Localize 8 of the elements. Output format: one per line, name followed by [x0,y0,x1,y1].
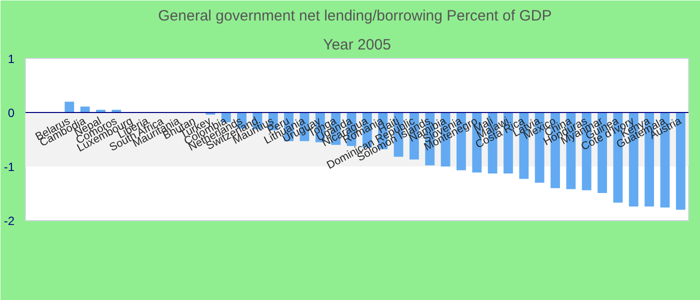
chart-subtitle: Year 2005 [323,36,391,54]
y-tick-label: -2 [4,214,15,228]
bar [80,106,90,112]
y-tick-label: 1 [8,52,15,66]
chart-title: General government net lending/borrowing Percent of GDP [158,8,552,24]
bar [64,102,74,112]
y-tick-label: -1 [4,160,15,174]
y-tick-label: 0 [8,106,15,120]
